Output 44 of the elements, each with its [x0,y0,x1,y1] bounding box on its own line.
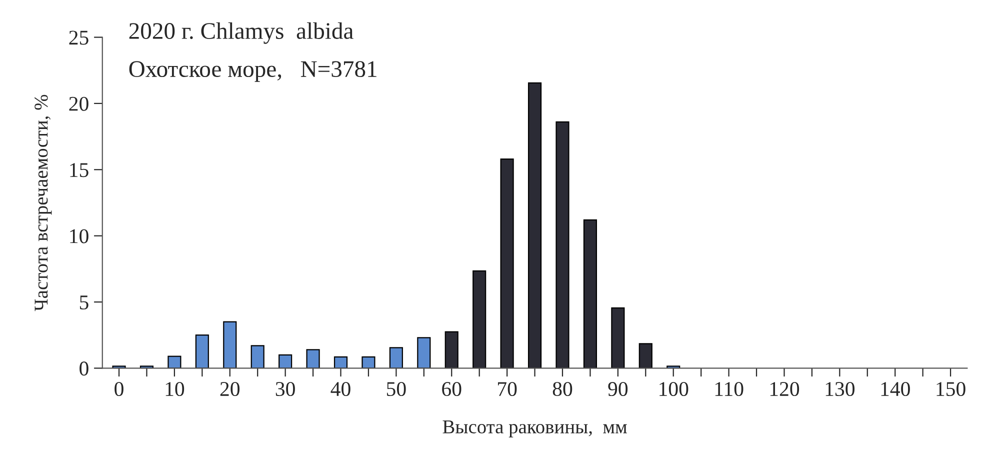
x-tick-label: 30 [276,382,295,396]
x-tick-label: 20 [220,382,240,396]
text: Охотское море, N=3781 [129,61,376,82]
x-tick-label: 50 [386,382,406,396]
y-tick-label: 0 [80,362,88,376]
bar [638,343,652,368]
bar [362,356,376,368]
x-tick-label: 140 [881,382,910,396]
bar [417,337,431,368]
x-tick-label: 80 [552,382,572,396]
bar [278,354,292,368]
y-tick-label: 5 [80,296,88,310]
bar [556,121,570,368]
bar [500,158,514,368]
bar [223,321,237,368]
bar [583,219,597,368]
bar [334,356,348,368]
x-tick-label: 130 [826,382,854,396]
bar [389,347,403,368]
x-tick-label: 120 [770,382,800,396]
bar [306,349,320,368]
y-tick-label: 15 [70,163,88,178]
x-tick-label: 0 [114,382,124,396]
bar [250,345,264,368]
bar [168,356,182,368]
bar [611,307,625,368]
bar [528,82,542,368]
x-tick-label: 70 [498,382,517,396]
x-tick-label: 60 [442,382,462,396]
x-tick-label: 90 [608,382,628,396]
y-tick-label: 10 [70,229,88,244]
bar [444,331,458,368]
x-tick-label: 150 [936,382,966,396]
x-tick-label: 110 [715,382,744,396]
x-axis-title: Высота раковины, мм [442,420,627,438]
x-tick-label: 40 [330,382,350,396]
bar [195,334,209,368]
y-axis-title: Частота встречаемости, % [34,94,52,312]
x-tick-label: 10 [166,382,184,396]
y-tick-label: 25 [69,30,88,45]
y-tick-label: 20 [69,96,88,111]
chart-title: 2020 г. Chlamys albida [129,22,354,44]
bar [472,270,486,368]
x-tick-label: 100 [660,382,688,396]
